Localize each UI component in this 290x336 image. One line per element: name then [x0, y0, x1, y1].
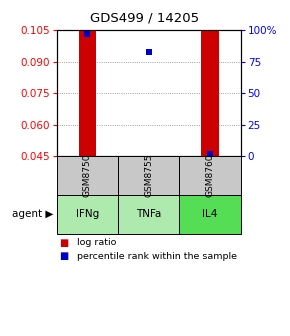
Text: percentile rank within the sample: percentile rank within the sample: [77, 252, 237, 261]
Bar: [202, 30, 219, 156]
Text: IFNg: IFNg: [76, 209, 99, 219]
Text: IL4: IL4: [202, 209, 218, 219]
Text: GSM8750: GSM8750: [83, 154, 92, 197]
Text: log ratio: log ratio: [77, 239, 116, 247]
Text: TNFa: TNFa: [136, 209, 161, 219]
Text: ■: ■: [59, 238, 69, 248]
Text: GSM8755: GSM8755: [144, 154, 153, 197]
Text: ■: ■: [59, 251, 69, 261]
Text: agent ▶: agent ▶: [12, 209, 54, 219]
Text: GSM8760: GSM8760: [206, 154, 215, 197]
Bar: [79, 30, 96, 156]
Text: GDS499 / 14205: GDS499 / 14205: [90, 12, 200, 25]
